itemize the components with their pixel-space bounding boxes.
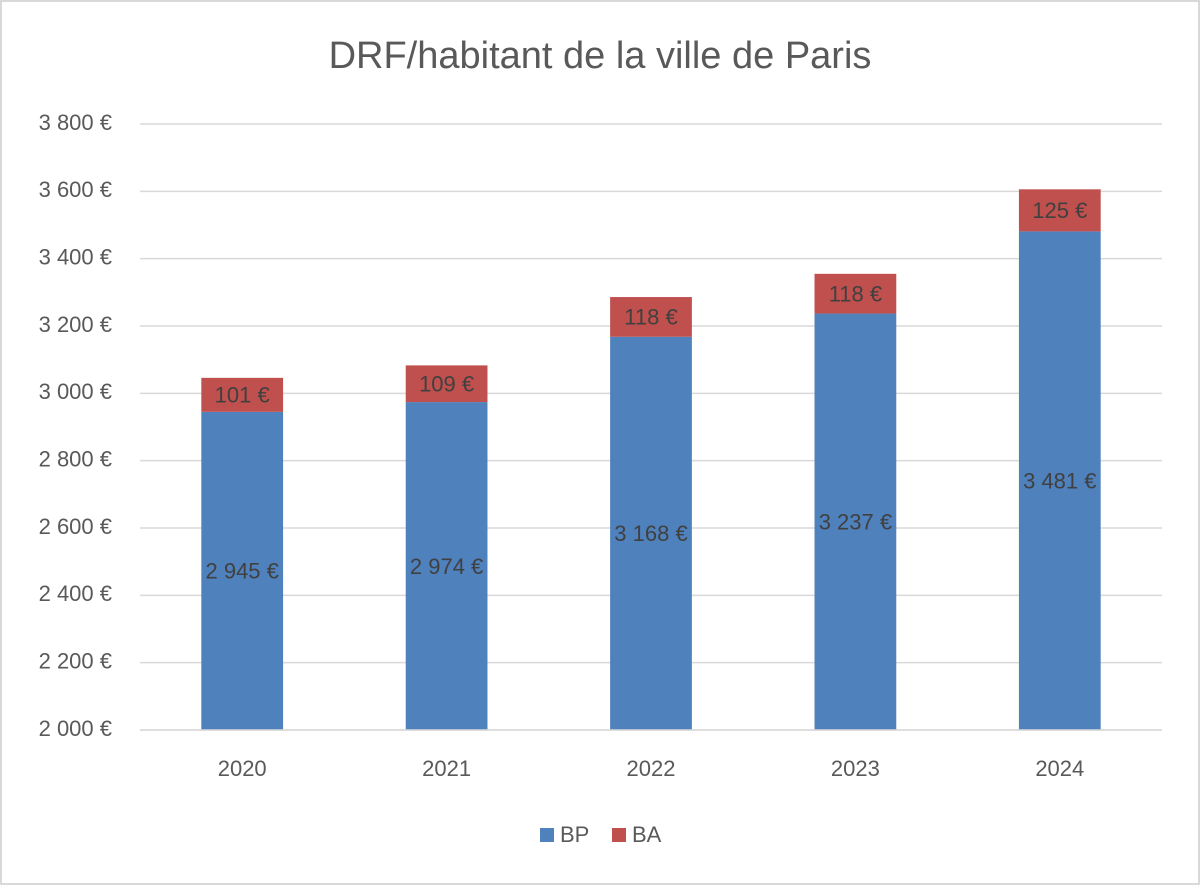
bar-segment [405,365,488,403]
data-label: 101 € [215,383,270,408]
y-tick-label: 2 400 € [39,581,112,606]
bar-segment [610,336,692,730]
data-label: 2 974 € [410,554,483,579]
x-tick-label: 2020 [218,756,267,781]
bar-segment [814,273,897,314]
data-label: 118 € [829,281,882,306]
y-tick-label: 2 600 € [39,514,112,539]
data-label: 3 481 € [1023,469,1096,494]
data-label: 109 € [419,372,474,397]
legend-swatch [540,828,554,842]
y-tick-label: 3 400 € [39,244,112,269]
y-tick-label: 2 000 € [39,716,112,741]
bar-segment [201,411,284,730]
data-label: 3 237 € [819,510,892,535]
legend-label: BP [560,822,589,847]
bar-segment [1018,189,1101,232]
y-tick-label: 3 600 € [39,177,112,202]
data-label: 2 945 € [205,559,278,584]
x-tick-label: 2024 [1035,756,1084,781]
y-tick-label: 3 000 € [39,379,112,404]
y-tick-label: 2 800 € [39,446,112,471]
x-tick-label: 2021 [422,756,471,781]
legend-swatch [612,828,626,842]
chart-title: DRF/habitant de la ville de Paris [329,35,872,77]
y-tick-label: 3 200 € [39,312,112,337]
legend-label: BA [632,822,662,847]
x-tick-label: 2023 [831,756,880,781]
data-label: 118 € [624,305,677,330]
bar-segment [405,402,488,730]
bar-segment [201,377,284,412]
bar-segment [814,313,897,730]
bar-segment [610,297,692,337]
data-label: 125 € [1032,198,1087,223]
y-tick-label: 2 200 € [39,648,112,673]
bar-segment [1018,231,1101,730]
x-tick-label: 2022 [627,756,676,781]
y-tick-label: 3 800 € [39,110,112,135]
data-label: 3 168 € [614,521,687,546]
